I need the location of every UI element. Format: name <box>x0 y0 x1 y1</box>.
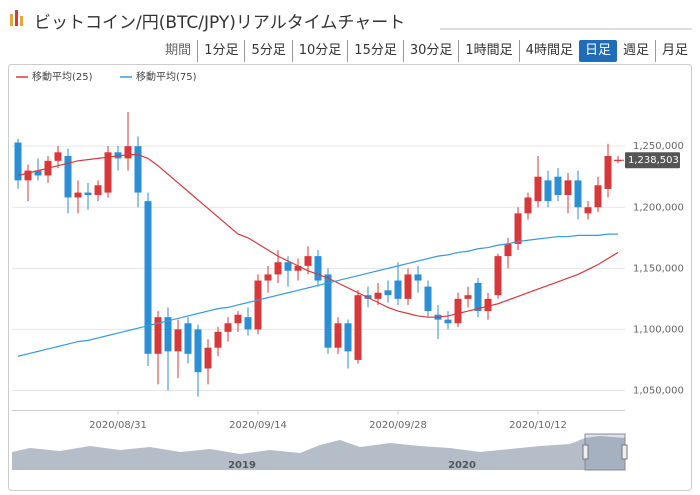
legend-label: 移動平均(75) <box>136 70 197 83</box>
candle-body <box>204 347 212 369</box>
candle-body <box>264 274 272 281</box>
y-tick-label: 1,150,000 <box>633 263 684 274</box>
candle-body <box>24 170 32 181</box>
candle-body <box>604 155 612 189</box>
navigator-handle[interactable] <box>621 444 628 460</box>
navigator-area <box>12 436 625 470</box>
timeframe-tab[interactable]: 1時間足 <box>458 40 518 62</box>
candle-body <box>424 286 432 312</box>
y-tick-label: 1,050,000 <box>633 385 684 396</box>
candle-body <box>354 295 362 360</box>
candle-body <box>594 185 602 208</box>
current-price-box <box>625 152 680 169</box>
candle-body <box>414 274 422 281</box>
candle-body <box>234 314 242 324</box>
candle-body <box>334 323 342 348</box>
candle-body <box>214 331 222 348</box>
candle-body <box>104 152 112 193</box>
page-title: ビットコイン/円(BTC/JPY)リアルタイムチャート <box>34 13 406 33</box>
candle-body <box>14 142 22 181</box>
candle-body <box>254 280 262 330</box>
candle-body <box>304 256 312 266</box>
candle-body <box>94 185 102 196</box>
timeframe-tab[interactable]: 週足 <box>622 43 649 58</box>
candle-body <box>54 152 62 161</box>
candle-body <box>144 201 152 354</box>
candle-body <box>134 146 142 193</box>
y-tick-label: 1,200,000 <box>633 202 684 213</box>
legend-label: 移動平均(25) <box>32 70 93 83</box>
candle-body <box>74 192 82 198</box>
candle-body <box>244 317 252 330</box>
candle-body <box>474 282 482 312</box>
navigator-handle[interactable] <box>582 444 589 460</box>
timeframe-tab[interactable]: 30分足 <box>402 40 459 62</box>
candle-body <box>584 207 592 214</box>
timeframe-tab[interactable]: 1分足 <box>197 40 244 62</box>
timeframe-tab[interactable]: 10分足 <box>291 40 348 62</box>
timeframe-tab[interactable]: 15分足 <box>347 40 403 62</box>
candle-body <box>224 323 232 332</box>
candle-body <box>194 329 202 373</box>
logo <box>10 10 23 26</box>
candle-body <box>544 180 552 202</box>
candle-body <box>564 180 572 196</box>
timeframe-tab[interactable]: 4時間足 <box>518 40 579 62</box>
candle-body <box>34 170 42 176</box>
candle-body <box>384 290 392 296</box>
candle-body <box>64 155 72 198</box>
candle-body <box>454 298 462 324</box>
timeframe-tab[interactable]: 5分足 <box>244 40 291 62</box>
candle-body <box>124 146 132 159</box>
candle-body <box>534 176 542 202</box>
candle-body <box>284 262 292 271</box>
candle-body <box>404 274 412 299</box>
navigator-label: 2020 <box>448 460 476 471</box>
candle-body <box>374 292 382 299</box>
current-price-label: 1,238,503 <box>628 155 679 166</box>
navigator-window[interactable] <box>584 433 626 471</box>
candle-body <box>84 192 92 196</box>
candle-body <box>554 176 562 196</box>
timeframe-tab[interactable]: 日足 <box>578 40 617 62</box>
candle-body <box>524 197 532 214</box>
candle-body <box>294 265 302 271</box>
navigator-label: 2019 <box>228 460 256 471</box>
candle-body <box>484 298 492 312</box>
y-tick-label: 1,100,000 <box>633 324 684 335</box>
candle-body <box>164 317 172 352</box>
period-label: 期間 <box>165 43 192 58</box>
candle-body <box>464 295 472 299</box>
candle-body <box>444 319 452 324</box>
candle-body <box>344 323 352 352</box>
candle-body <box>274 262 282 275</box>
x-tick-label: 2020/09/14 <box>229 420 287 431</box>
candle-body <box>394 280 402 299</box>
x-tick-label: 2020/10/12 <box>509 420 567 431</box>
candle-body <box>114 152 122 159</box>
timeframe-tab[interactable]: 月足 <box>654 40 694 62</box>
x-tick-label: 2020/09/28 <box>369 420 427 431</box>
candle-body <box>314 256 322 281</box>
candle-body <box>174 329 182 352</box>
candle-body <box>514 213 522 244</box>
candle-body <box>154 317 162 354</box>
candle-body <box>324 274 332 348</box>
moving-average-line <box>17 233 618 357</box>
x-tick-label: 2020/08/31 <box>89 420 147 431</box>
candle-body <box>184 323 192 354</box>
candle-body <box>494 256 502 296</box>
y-tick-label: 1,250,000 <box>633 141 684 152</box>
candle-body <box>574 180 582 208</box>
timeframe-tabs: 期間 1分足 5分足 10分足 15分足 30分足 1時間足 4時間足 日足 週足 月足 <box>159 40 694 62</box>
moving-average-line <box>17 154 619 318</box>
candle-body <box>504 243 512 257</box>
